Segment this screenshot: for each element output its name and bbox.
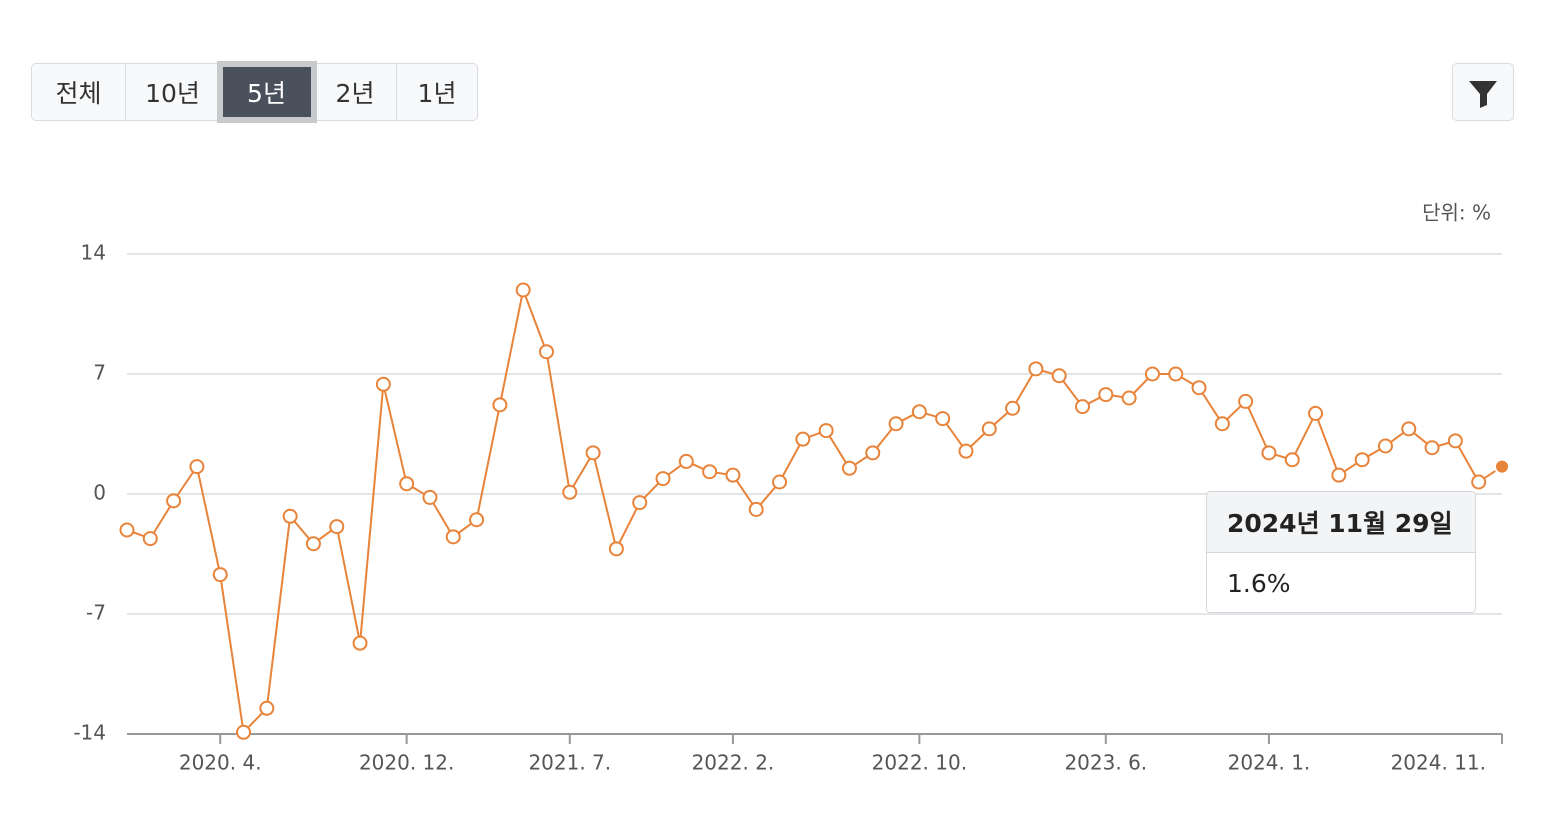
point: [795, 431, 811, 447]
x-tick-label: 2022. 10.: [872, 751, 967, 775]
point: [445, 529, 461, 545]
point: [958, 443, 974, 459]
point: [888, 416, 904, 432]
point: [585, 445, 601, 461]
point: [818, 423, 834, 439]
point: [678, 453, 694, 469]
point: [1121, 390, 1137, 406]
point: [212, 567, 228, 583]
point: [725, 467, 741, 483]
period-button[interactable]: 10년: [126, 64, 220, 120]
x-tick-label: 2024. 11.: [1391, 751, 1486, 775]
period-button[interactable]: 전체: [32, 64, 126, 120]
point: [772, 474, 788, 490]
point: [1401, 421, 1417, 437]
x-tick-label: 2020. 12.: [359, 751, 454, 775]
point: [1377, 438, 1393, 454]
point: [1098, 387, 1114, 403]
tooltip: 2024년 11월 29일 1.6%: [1206, 491, 1476, 613]
point: [1308, 405, 1324, 421]
point: [399, 476, 415, 492]
point: [632, 495, 648, 511]
point: [375, 376, 391, 392]
unit-label: 단위: %: [1422, 201, 1491, 225]
point: [142, 531, 158, 547]
tooltip-title: 2024년 11월 29일: [1207, 492, 1475, 553]
x-tick-label: 2023. 6.: [1064, 751, 1147, 775]
point: [515, 282, 531, 298]
point: [538, 344, 554, 360]
point: [282, 508, 298, 524]
period-selector: 전체 10년 5년 2년 1년: [31, 61, 478, 123]
point: [329, 519, 345, 535]
period-button[interactable]: 2년: [314, 64, 397, 120]
point: [1005, 400, 1021, 416]
point: [841, 460, 857, 476]
point: [352, 635, 368, 651]
point: [1471, 474, 1487, 490]
y-tick-label: 0: [93, 481, 106, 505]
filter-icon: [1469, 81, 1497, 108]
y-tick-label: -14: [73, 721, 106, 745]
point: [562, 484, 578, 500]
point: [1191, 380, 1207, 396]
point: [1261, 445, 1277, 461]
point: [1494, 458, 1510, 475]
point: [236, 724, 252, 740]
x-tick-label: 2024. 1.: [1228, 751, 1311, 775]
y-tick-label: 7: [93, 361, 106, 385]
point: [1284, 452, 1300, 468]
point: [702, 464, 718, 480]
point: [422, 489, 438, 505]
point: [305, 536, 321, 552]
period-button[interactable]: 1년: [417, 79, 457, 108]
point: [911, 404, 927, 420]
point: [1238, 393, 1254, 409]
point: [865, 445, 881, 461]
point: [1447, 433, 1463, 449]
point: [1028, 361, 1044, 377]
x-tick-label: 2022. 2.: [692, 751, 775, 775]
point: [1331, 467, 1347, 483]
point: [1214, 416, 1230, 432]
y-tick-label: -7: [86, 601, 106, 625]
point: [1424, 440, 1440, 456]
filter-button[interactable]: [1452, 63, 1514, 121]
point: [1168, 366, 1184, 382]
point: [1354, 452, 1370, 468]
point: [1144, 366, 1160, 382]
tooltip-value: 1.6%: [1227, 568, 1291, 598]
point: [655, 471, 671, 487]
point: [189, 459, 205, 475]
point: [608, 541, 624, 557]
y-tick-label: 14: [81, 241, 106, 265]
point: [981, 421, 997, 437]
point: [935, 411, 951, 427]
point: [166, 493, 182, 509]
point: [492, 397, 508, 413]
x-tick-label: 2021. 7.: [528, 751, 611, 775]
point: [748, 501, 764, 517]
point: [119, 522, 135, 538]
point: [1075, 399, 1091, 415]
point: [469, 512, 485, 528]
point: [259, 700, 275, 716]
point: [1051, 368, 1067, 384]
period-button[interactable]: 5년: [217, 61, 317, 123]
x-tick-label: 2020. 4.: [179, 751, 262, 775]
